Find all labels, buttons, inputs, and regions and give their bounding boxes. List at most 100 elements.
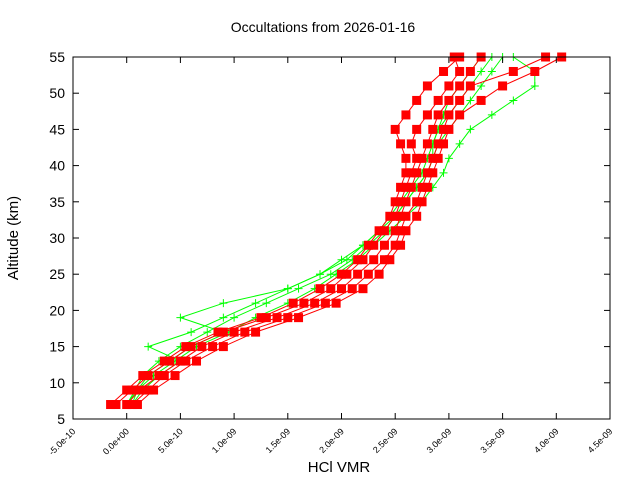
data-point-square	[439, 139, 449, 149]
x-tick-label: 4.5e-09	[586, 426, 615, 455]
data-point-square	[342, 269, 352, 279]
data-point-square	[374, 269, 384, 279]
data-point-square	[439, 124, 449, 134]
data-point-square	[406, 168, 416, 178]
data-point-square	[401, 226, 411, 236]
data-point-square	[433, 95, 443, 105]
data-point-square	[132, 400, 142, 410]
data-point-square	[106, 400, 116, 410]
data-point-square	[433, 153, 443, 163]
data-point-plus	[230, 313, 239, 322]
data-point-square	[358, 255, 368, 265]
y-tick-label: 10	[49, 375, 65, 391]
data-point-plus	[342, 255, 351, 264]
data-point-square	[127, 385, 137, 395]
data-point-square	[530, 66, 540, 76]
data-point-square	[165, 356, 175, 366]
data-point-square	[218, 327, 228, 337]
y-tick-label: 20	[49, 302, 65, 318]
x-tick-label: 0.0e+00	[101, 426, 131, 456]
data-point-square	[374, 226, 384, 236]
data-point-square	[455, 81, 465, 91]
data-point-square	[299, 298, 309, 308]
data-point-plus	[466, 125, 475, 134]
data-point-square	[181, 356, 191, 366]
data-point-square	[143, 385, 153, 395]
data-point-square	[412, 211, 422, 221]
y-tick-label: 15	[49, 339, 65, 355]
data-point-plus	[477, 67, 486, 76]
data-point-square	[412, 153, 422, 163]
data-point-square	[390, 211, 400, 221]
data-point-square	[401, 211, 411, 221]
data-point-plus	[294, 284, 303, 293]
data-point-plus	[530, 81, 539, 90]
data-point-square	[396, 182, 406, 192]
data-point-square	[369, 255, 379, 265]
data-point-square	[465, 81, 475, 91]
data-point-square	[412, 124, 422, 134]
data-point-square	[353, 255, 363, 265]
data-point-square	[390, 240, 400, 250]
data-point-square	[369, 240, 379, 250]
data-point-square	[439, 66, 449, 76]
data-point-square	[406, 139, 416, 149]
data-point-square	[331, 298, 341, 308]
data-point-square	[412, 197, 422, 207]
data-point-square	[256, 313, 266, 323]
data-point-square	[401, 182, 411, 192]
data-point-square	[476, 95, 486, 105]
data-point-square	[127, 400, 137, 410]
data-point-square	[401, 110, 411, 120]
data-point-square	[379, 240, 389, 250]
data-point-square	[444, 81, 454, 91]
data-point-square	[261, 313, 271, 323]
data-point-square	[444, 110, 454, 120]
data-point-square	[422, 139, 432, 149]
data-point-square	[422, 182, 432, 192]
plot-frame	[72, 56, 611, 420]
data-point-square	[390, 197, 400, 207]
data-point-plus	[219, 313, 228, 322]
data-point-square	[396, 139, 406, 149]
data-point-square	[433, 139, 443, 149]
data-point-plus	[251, 299, 260, 308]
x-axis-label: HCl VMR	[308, 459, 371, 476]
data-point-square	[154, 371, 164, 381]
data-point-square	[186, 342, 196, 352]
data-point-square	[508, 66, 518, 76]
data-point-square	[251, 327, 261, 337]
x-tick-label: 5.0e-10	[156, 426, 185, 455]
y-tick-label: 45	[49, 121, 65, 137]
data-point-square	[320, 298, 330, 308]
data-point-square	[138, 371, 148, 381]
data-point-plus	[444, 154, 453, 163]
y-tick-label: 50	[49, 85, 65, 101]
data-point-square	[417, 153, 427, 163]
x-tick-label: 2.0e-09	[317, 426, 346, 455]
data-point-square	[428, 153, 438, 163]
data-point-square	[379, 226, 389, 236]
data-point-square	[412, 168, 422, 178]
data-point-square	[379, 255, 389, 265]
x-tick-label: 3.0e-09	[425, 426, 454, 455]
x-tick-label: 4.0e-09	[532, 426, 561, 455]
data-point-square	[396, 211, 406, 221]
data-point-square	[363, 240, 373, 250]
data-point-square	[159, 356, 169, 366]
y-axis-label: Altitude (km)	[5, 196, 22, 280]
data-point-square	[181, 342, 191, 352]
data-point-square	[428, 124, 438, 134]
data-point-square	[396, 240, 406, 250]
data-point-square	[444, 95, 454, 105]
series-line	[131, 56, 482, 405]
data-point-square	[412, 95, 422, 105]
data-point-square	[197, 342, 207, 352]
data-point-square	[288, 298, 298, 308]
y-tick-label: 40	[49, 158, 65, 174]
data-point-plus	[466, 96, 475, 105]
data-point-square	[122, 400, 132, 410]
data-point-square	[337, 284, 346, 294]
data-point-square	[240, 327, 250, 337]
